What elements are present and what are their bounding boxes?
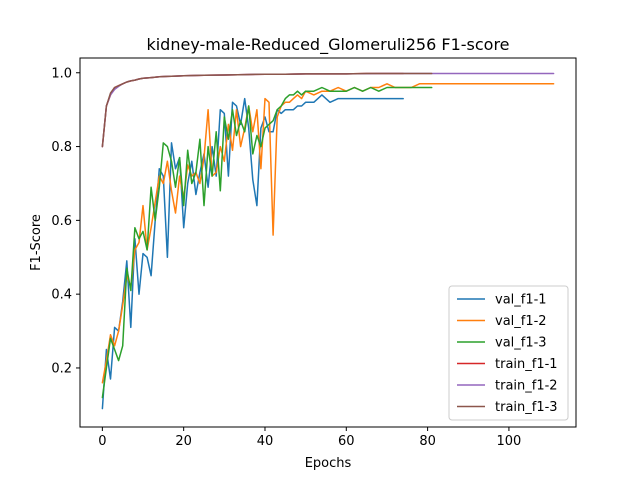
y-tick-label: 0.2 (51, 361, 72, 376)
chart-title: kidney-male-Reduced_Glomeruli256 F1-scor… (146, 35, 509, 55)
legend-label-val_f1-3: val_f1-3 (495, 336, 547, 351)
y-tick-label: 0.8 (51, 140, 72, 155)
legend-label-train_f1-2: train_f1-2 (495, 379, 558, 394)
x-tick-label: 60 (338, 434, 355, 449)
x-tick-label: 40 (257, 434, 274, 449)
x-tick-label: 0 (98, 434, 106, 449)
x-tick-label: 20 (175, 434, 192, 449)
plot-lines (101, 72, 555, 410)
y-tick-label: 0.4 (51, 288, 72, 303)
legend-label-val_f1-2: val_f1-2 (495, 314, 547, 329)
series-line-val_f1-1 (101, 94, 404, 410)
legend-box (448, 285, 569, 421)
x-axis: 0 20 40 60 80 100 (98, 427, 521, 449)
x-axis-label: Epochs (305, 456, 352, 471)
legend-label-train_f1-1: train_f1-1 (495, 357, 558, 372)
x-tick-label: 100 (497, 434, 522, 449)
y-axis: 0.2 0.4 0.6 0.8 1.0 (51, 66, 80, 376)
legend-label-val_f1-1: val_f1-1 (495, 293, 547, 308)
y-tick-label: 0.6 (51, 214, 72, 229)
legend: val_f1-1 val_f1-2 val_f1-3 train_f1-1 train_… (448, 285, 569, 421)
legend-label-train_f1-3: train_f1-3 (495, 400, 558, 415)
x-tick-label: 80 (419, 434, 436, 449)
series-line-train_f1-3 (101, 72, 433, 148)
y-axis-label: F1-Score (29, 214, 44, 271)
series-line-val_f1-3 (101, 86, 433, 399)
y-tick-label: 1.0 (51, 66, 72, 81)
axes-frame (79, 57, 577, 428)
